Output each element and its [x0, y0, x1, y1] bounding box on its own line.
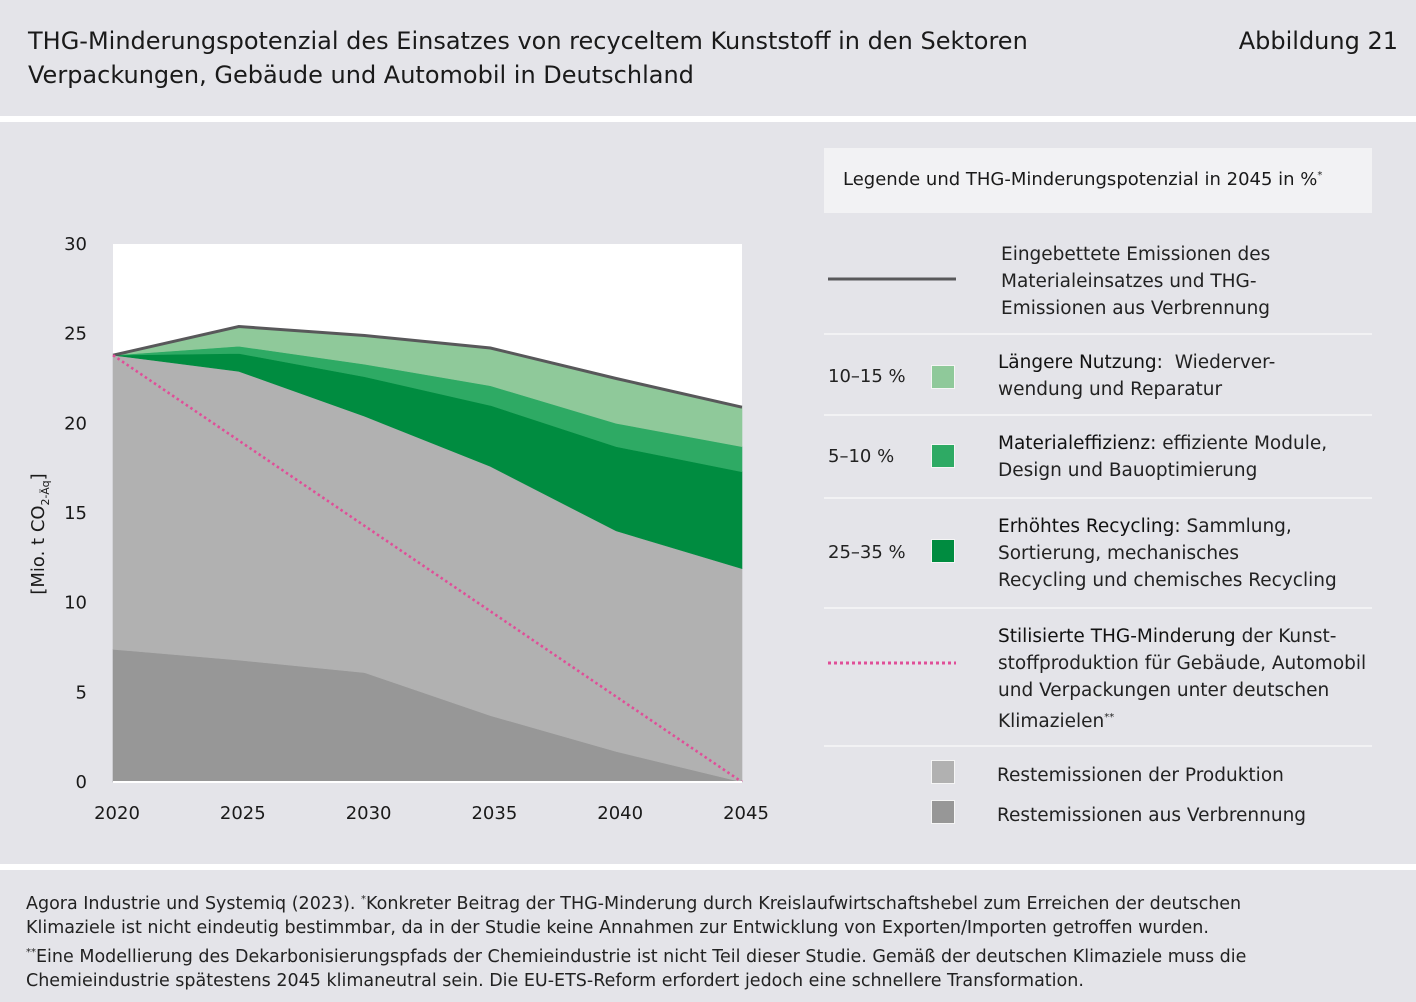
- line-layers: [112, 324, 743, 784]
- legend-stylized-rest3: und Verpackungen unter deutschen: [998, 680, 1330, 701]
- x-tick-label: 2020: [94, 803, 140, 824]
- legend-recycling-rest3: Recycling und chemisches Recycling: [998, 570, 1337, 591]
- y-axis-label-prefix: [Mio. t CO: [28, 505, 49, 594]
- embedded-emissions-line: [112, 324, 743, 409]
- legend-verbrennung-text: Restemissionen aus Verbrennung: [997, 805, 1307, 826]
- y-axis-label: [Mio. t CO2-Äq]: [28, 473, 52, 594]
- legend-divider: [824, 414, 1372, 416]
- legend-stylized-bold: Stilisierte THG-Minderung: [998, 626, 1236, 647]
- legend-divider: [824, 333, 1372, 335]
- legend-divider: [824, 745, 1372, 747]
- x-tick-label: 2045: [723, 803, 769, 824]
- header: THG-Minderungspotenzial des Einsatzes vo…: [0, 0, 1416, 116]
- y-tick-label: 10: [64, 593, 87, 614]
- legend-laengere-percent: 10–15 %: [828, 366, 906, 387]
- legend-materialeffizienz-rest1: effiziente Module,: [1162, 433, 1328, 454]
- footer-separator: [0, 864, 1416, 870]
- legend-stylized-rest4: Klimazielen: [998, 711, 1105, 733]
- legend-materialeffizienz-text: Materialeffizienz: effiziente Module, De…: [998, 430, 1327, 484]
- legend-heading-text: Legende und THG-Minderungspotenzial in 2…: [843, 169, 1318, 190]
- legend-divider: [824, 607, 1372, 609]
- legend-recycling-percent: 25–35 %: [828, 542, 906, 563]
- legend-materialeffizienz-percent: 5–10 %: [828, 446, 895, 467]
- figure-label: Abbildung 21: [1238, 27, 1398, 55]
- legend-embedded-line3: Emissionen aus Verbrennung: [1001, 298, 1271, 319]
- footer: Agora Industrie und Systemiq (2023). *Ko…: [0, 870, 1416, 1002]
- y-tick-label: 20: [64, 413, 87, 434]
- legend-produktion-swatch: [931, 760, 955, 784]
- y-tick-label: 5: [76, 682, 87, 703]
- title-line-1: THG-Minderungspotenzial des Einsatzes vo…: [28, 27, 1028, 55]
- area-layers: [112, 244, 743, 783]
- legend-produktion-text: Restemissionen der Produktion: [997, 765, 1284, 786]
- legend-heading-mark: *: [1317, 170, 1323, 181]
- source-line3: Eine Modellierung des Dekarbonisierungsp…: [36, 946, 1247, 967]
- legend-embedded-line2: Materialeinsatzes und THG-: [1001, 271, 1257, 292]
- legend-recycling-bold: Erhöhtes Recycling:: [998, 516, 1181, 537]
- legend-embedded-line1: Eingebettete Emissionen des: [1001, 244, 1271, 265]
- x-tick-label: 2030: [346, 803, 392, 824]
- legend-embedded-line: [828, 277, 956, 281]
- source-line2: Klimaziele ist nicht eindeutig bestimmba…: [26, 918, 1209, 939]
- y-tick-label: 0: [76, 772, 87, 793]
- legend-laengere-text: Längere Nutzung: Wiederver- wendung und …: [998, 349, 1275, 403]
- legend-recycling-rest2: Sortierung, mechanisches: [998, 543, 1240, 564]
- legend-materialeffizienz-bold: Materialeffizienz:: [998, 433, 1157, 454]
- legend-recycling-text: Erhöhtes Recycling: Sammlung, Sortierung…: [998, 513, 1337, 594]
- x-tick-label: 2040: [597, 803, 643, 824]
- page-title: THG-Minderungspotenzial des Einsatzes vo…: [28, 24, 1128, 92]
- legend-materialeffizienz-swatch: [931, 444, 955, 468]
- legend-recycling-swatch: [931, 539, 955, 563]
- legend-divider: [824, 497, 1372, 499]
- legend-materialeffizienz-rest2: Design und Bauoptimierung: [998, 460, 1258, 481]
- legend-laengere-rest2: wendung und Reparatur: [998, 379, 1223, 400]
- source-mark1: *: [361, 894, 367, 905]
- stylized-reduction-line: [112, 354, 743, 784]
- x-tick-label: 2025: [220, 803, 266, 824]
- source-line4: Chemieindustrie spätestens 2045 klimaneu…: [26, 971, 1084, 992]
- x-tick-label: 2035: [471, 803, 517, 824]
- y-tick-label: 25: [64, 324, 87, 345]
- title-line-2: Verpackungen, Gebäude und Automobil in D…: [28, 61, 694, 89]
- legend-embedded-text: Eingebettete Emissionen des Materialeins…: [1001, 241, 1270, 322]
- legend-laengere-bold: Längere Nutzung:: [998, 352, 1163, 373]
- y-axis-label-suffix: ]: [28, 473, 49, 480]
- legend-heading: Legende und THG-Minderungspotenzial in 2…: [824, 148, 1372, 213]
- source-mark2: **: [26, 946, 36, 958]
- y-axis-label-sub: 2-Äq: [39, 480, 52, 505]
- legend-stylized-text: Stilisierte THG-Minderung der Kunst- sto…: [998, 623, 1366, 735]
- source-line1: Agora Industrie und Systemiq (2023).: [26, 893, 362, 914]
- legend-verbrennung-swatch: [931, 800, 955, 824]
- legend-recycling-rest1: Sammlung,: [1186, 516, 1292, 537]
- legend-laengere-rest1: Wiederver-: [1174, 352, 1276, 373]
- legend-stylized-rest1: der Kunst-: [1241, 626, 1337, 647]
- y-tick-label: 15: [64, 503, 87, 524]
- legend-laengere-swatch: [931, 365, 955, 389]
- source-note: Agora Industrie und Systemiq (2023). *Ko…: [26, 888, 1396, 994]
- legend-stylized-mark: **: [1104, 712, 1115, 723]
- legend-stylized-line: [828, 661, 956, 665]
- header-separator: [0, 116, 1416, 122]
- legend-stylized-rest2: stoffproduktion für Gebäude, Automobil: [998, 653, 1367, 674]
- y-tick-label: 30: [64, 234, 87, 255]
- source-line1b: Konkreter Beitrag der THG-Minderung durc…: [366, 893, 1242, 914]
